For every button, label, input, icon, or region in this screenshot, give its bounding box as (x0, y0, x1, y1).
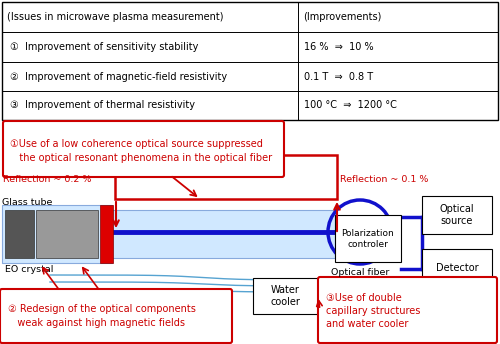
Text: (Improvements): (Improvements) (303, 12, 382, 22)
Text: Water
cooler: Water cooler (270, 285, 300, 307)
Bar (2, 2, 498, 120)
Text: (Issues in microwave plasma measurement): (Issues in microwave plasma measurement) (7, 12, 224, 22)
Bar (253, 278, 318, 314)
Text: 100 °C  ⇒  1200 °C: 100 °C ⇒ 1200 °C (304, 100, 397, 110)
Bar (100, 205, 113, 263)
Bar (422, 196, 492, 234)
Text: EO crystal: EO crystal (5, 265, 54, 274)
Text: ③Use of double
capillary structures
and water cooler: ③Use of double capillary structures and … (326, 293, 420, 329)
Bar (5, 210, 34, 258)
Bar (2, 205, 112, 263)
Bar (115, 155, 337, 199)
Text: Polarization
controler: Polarization controler (342, 229, 394, 249)
Text: Glass tube: Glass tube (2, 198, 52, 207)
Text: Reflection ~ 0.1 %: Reflection ~ 0.1 % (340, 175, 428, 184)
Text: ①Use of a low coherence optical source suppressed
   the optical resonant phenom: ①Use of a low coherence optical source s… (10, 139, 272, 163)
Text: Detector: Detector (436, 263, 478, 273)
Text: 0.1 T  ⇒  0.8 T: 0.1 T ⇒ 0.8 T (304, 72, 373, 82)
Text: ③  Improvement of thermal resistivity: ③ Improvement of thermal resistivity (10, 100, 195, 110)
Text: 16 %  ⇒  10 %: 16 % ⇒ 10 % (304, 42, 374, 52)
Text: ②  Improvement of magnetic-field resistivity: ② Improvement of magnetic-field resistiv… (10, 72, 227, 82)
Bar (36, 210, 98, 258)
Text: ①  Improvement of sensitivity stability: ① Improvement of sensitivity stability (10, 42, 198, 52)
Bar (335, 215, 401, 262)
Text: Optical fiber: Optical fiber (331, 268, 389, 277)
Bar (112, 210, 335, 258)
Text: ② Redesign of the optical components
   weak against high magnetic fields: ② Redesign of the optical components wea… (8, 304, 196, 327)
FancyBboxPatch shape (3, 121, 284, 177)
Text: Reflection ~ 0.2 %: Reflection ~ 0.2 % (3, 175, 92, 184)
Bar (422, 249, 492, 287)
Text: Optical
source: Optical source (440, 204, 474, 226)
FancyBboxPatch shape (0, 289, 232, 343)
FancyBboxPatch shape (318, 277, 497, 343)
